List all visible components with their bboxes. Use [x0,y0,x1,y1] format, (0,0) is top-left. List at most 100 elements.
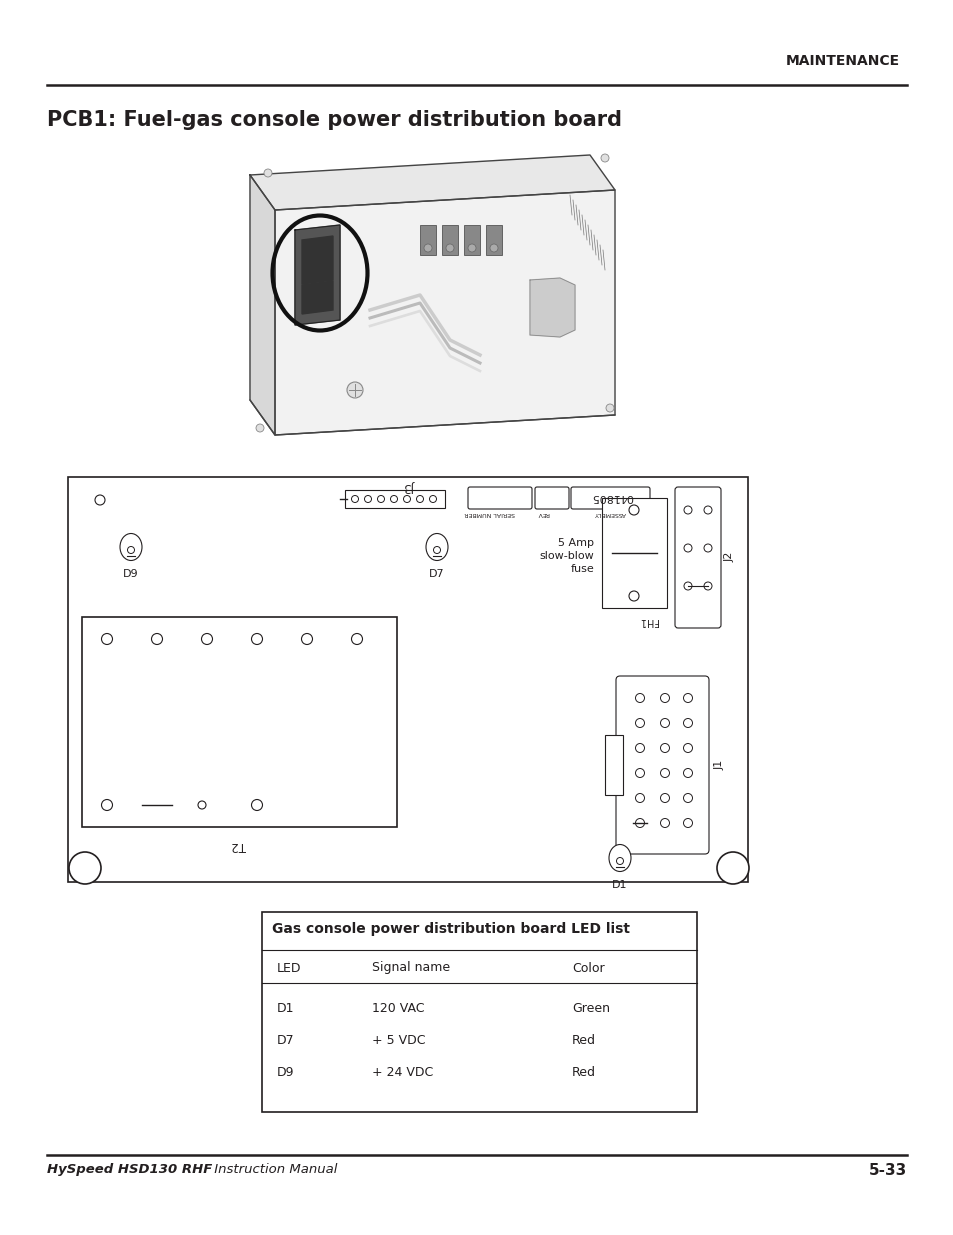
Text: Red: Red [572,1034,596,1046]
Circle shape [682,743,692,752]
Text: D1: D1 [612,881,627,890]
Text: 041805: 041805 [590,492,633,501]
FancyBboxPatch shape [675,487,720,629]
Ellipse shape [120,534,142,561]
Circle shape [101,799,112,810]
Circle shape [635,694,644,703]
Circle shape [635,768,644,778]
Circle shape [605,404,614,412]
Circle shape [659,743,669,752]
Circle shape [635,743,644,752]
Circle shape [416,495,423,503]
Bar [601,498,666,608]
Circle shape [659,819,669,827]
Ellipse shape [426,534,448,561]
Circle shape [351,634,362,645]
Circle shape [659,768,669,778]
Text: J1: J1 [714,760,724,771]
Circle shape [628,592,639,601]
Text: + 24 VDC: + 24 VDC [372,1066,433,1078]
Circle shape [69,852,101,884]
Polygon shape [250,156,615,210]
Text: Instruction Manual: Instruction Manual [210,1163,337,1176]
Circle shape [717,852,748,884]
FancyBboxPatch shape [535,487,568,509]
Circle shape [152,634,162,645]
Text: T2: T2 [232,839,246,852]
Circle shape [682,694,692,703]
FancyBboxPatch shape [468,487,532,509]
Text: Gas console power distribution board LED list: Gas console power distribution board LED… [272,923,629,936]
Text: Color: Color [572,962,604,974]
Polygon shape [302,236,333,284]
Circle shape [446,245,454,252]
Circle shape [429,495,436,503]
Circle shape [128,547,134,553]
Bar [262,911,697,1112]
Circle shape [635,719,644,727]
Text: D9: D9 [123,569,139,579]
Text: LED: LED [276,962,301,974]
Text: Signal name: Signal name [372,962,450,974]
Circle shape [255,424,264,432]
Text: 5-33: 5-33 [868,1163,906,1178]
Circle shape [198,802,206,809]
Circle shape [264,169,272,177]
Text: ASSEMBLY: ASSEMBLY [594,510,625,515]
Text: 5 Amp: 5 Amp [558,538,594,548]
Circle shape [201,634,213,645]
Circle shape [490,245,497,252]
Circle shape [683,582,691,590]
Circle shape [635,794,644,803]
Bar [604,735,622,795]
Circle shape [351,495,358,503]
Text: MAINTENANCE: MAINTENANCE [785,54,899,68]
Text: HySpeed HSD130 RHF: HySpeed HSD130 RHF [47,1163,212,1176]
Circle shape [682,794,692,803]
Circle shape [101,634,112,645]
Text: D7: D7 [276,1034,294,1046]
Text: FH1: FH1 [639,616,658,626]
Text: D1: D1 [276,1002,294,1014]
Text: J3: J3 [404,480,415,494]
Text: J2: J2 [724,552,734,562]
Text: Red: Red [572,1066,596,1078]
Circle shape [423,245,432,252]
Polygon shape [274,190,615,435]
Circle shape [659,694,669,703]
Bar [441,225,457,254]
Circle shape [682,768,692,778]
Circle shape [682,819,692,827]
Text: fuse: fuse [570,564,594,574]
Bar [82,618,396,827]
Polygon shape [530,278,575,337]
Circle shape [468,245,476,252]
Circle shape [403,495,410,503]
Text: D7: D7 [429,569,444,579]
Circle shape [390,495,397,503]
Circle shape [703,506,711,514]
Bar [345,490,444,508]
Circle shape [703,582,711,590]
Bar [485,225,501,254]
Text: Green: Green [572,1002,609,1014]
Circle shape [628,505,639,515]
Circle shape [616,857,623,864]
FancyBboxPatch shape [571,487,649,509]
Circle shape [659,794,669,803]
Circle shape [659,719,669,727]
Text: SERIAL NUMBER: SERIAL NUMBER [464,510,515,515]
Circle shape [347,382,363,398]
Text: REV: REV [537,510,549,515]
Polygon shape [302,282,333,314]
FancyBboxPatch shape [616,676,708,853]
Circle shape [252,634,262,645]
Polygon shape [250,175,274,435]
Circle shape [703,543,711,552]
Text: slow-blow: slow-blow [538,551,594,561]
Circle shape [252,799,262,810]
Circle shape [364,495,371,503]
Circle shape [683,506,691,514]
Text: D9: D9 [276,1066,294,1078]
Bar [68,477,747,882]
